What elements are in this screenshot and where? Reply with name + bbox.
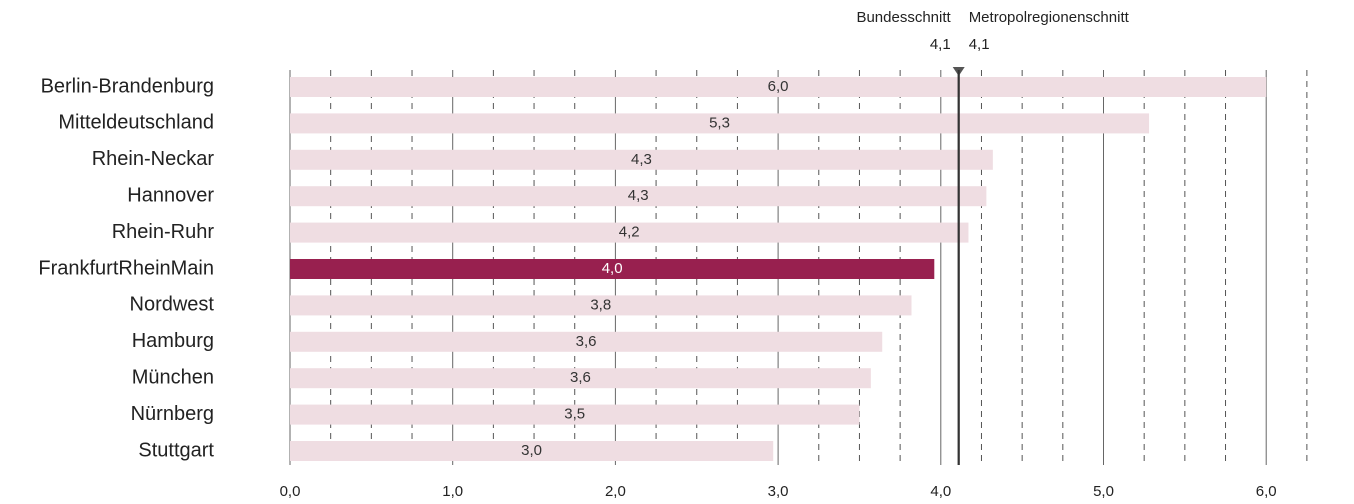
category-label: Rhein-Ruhr (112, 221, 215, 243)
value-label: 6,0 (768, 78, 789, 95)
bar (290, 404, 860, 425)
bar (290, 295, 912, 316)
bar (290, 222, 969, 243)
x-tick-label: 2,0 (605, 483, 626, 500)
value-label: 4,3 (631, 151, 652, 168)
value-label: 3,6 (570, 369, 591, 386)
reference-name: Metropolregionenschnitt (969, 9, 1130, 26)
value-label: 3,6 (576, 333, 597, 350)
category-label: Hannover (127, 184, 214, 206)
reference-value: 4,1 (930, 36, 951, 53)
value-label: 3,8 (590, 296, 611, 313)
value-label: 3,5 (564, 406, 585, 423)
reference-value: 4,1 (969, 36, 990, 53)
bar (290, 186, 987, 207)
x-tick-label: 0,0 (280, 483, 301, 500)
x-tick-label: 5,0 (1093, 483, 1114, 500)
category-label: FrankfurtRheinMain (38, 257, 214, 279)
value-label: 3,0 (521, 442, 542, 459)
bar (290, 149, 993, 170)
bar (290, 441, 774, 461)
bar (290, 368, 871, 389)
value-label: 5,3 (709, 114, 730, 131)
bar (290, 259, 935, 279)
category-label: Nordwest (130, 294, 215, 316)
bar (290, 331, 883, 352)
category-label: Nürnberg (131, 403, 214, 425)
category-label: Stuttgart (138, 439, 214, 461)
value-label: 4,2 (619, 224, 640, 241)
category-label: Rhein-Neckar (92, 148, 215, 170)
x-tick-label: 1,0 (442, 483, 463, 500)
category-label: Hamburg (132, 330, 214, 352)
category-label: Berlin-Brandenburg (41, 75, 214, 97)
value-label: 4,0 (602, 260, 623, 277)
reference-name: Bundesschnitt (856, 9, 951, 26)
bar (290, 77, 1267, 97)
x-tick-label: 3,0 (768, 483, 789, 500)
category-label: München (132, 366, 214, 388)
x-tick-label: 4,0 (930, 483, 951, 500)
bar (290, 113, 1150, 134)
category-label: Mitteldeutschland (58, 112, 214, 134)
x-tick-label: 6,0 (1256, 483, 1277, 500)
value-label: 4,3 (628, 187, 649, 204)
